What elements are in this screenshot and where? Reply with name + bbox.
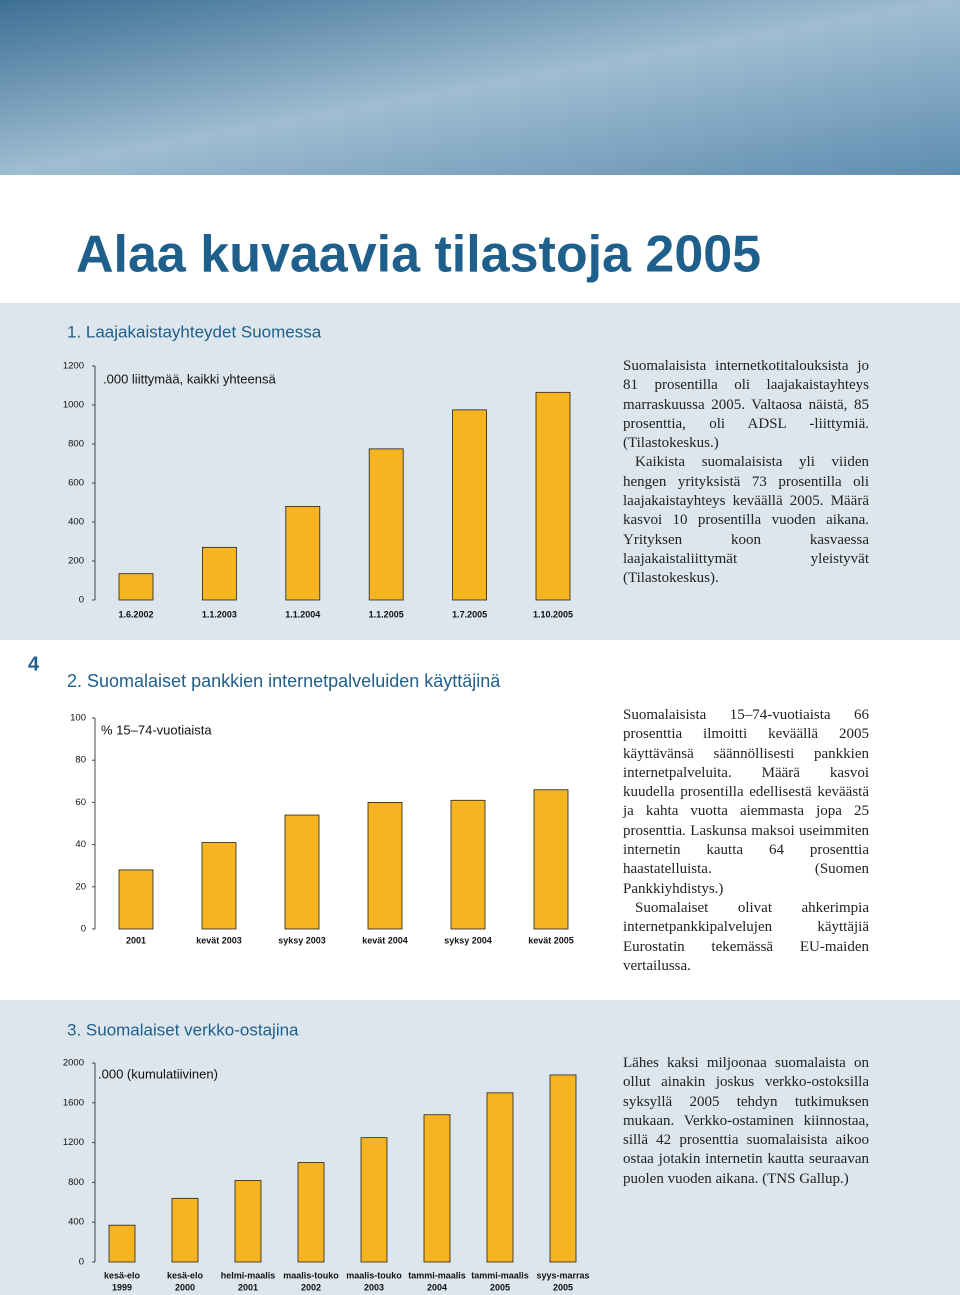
y-tick-label: 2000 xyxy=(63,1058,84,1069)
bar xyxy=(533,789,569,930)
y-tick-label: 200 xyxy=(68,556,84,567)
paragraph: Suomalaisista internetkotitalouksista jo… xyxy=(623,358,869,452)
y-tick-label: 40 xyxy=(75,839,86,850)
x-tick-label: kevät 2003 xyxy=(196,935,242,945)
bar xyxy=(118,573,154,601)
bar xyxy=(201,842,237,930)
x-tick-label: 2004 xyxy=(427,1282,447,1292)
bar xyxy=(367,802,403,930)
bar xyxy=(118,869,154,930)
page-number: 4 xyxy=(28,653,40,675)
paragraph: Suomalaisista 15–74-vuotiaista 66 prosen… xyxy=(623,707,869,897)
x-tick-label: kevät 2004 xyxy=(362,935,408,945)
chart-subtitle: .000 (kumulatiivinen) xyxy=(98,1066,218,1081)
bar xyxy=(486,1092,514,1263)
section-panel xyxy=(0,1000,960,1295)
x-tick-label: 1.7.2005 xyxy=(452,609,487,619)
y-tick-label: 0 xyxy=(81,924,86,935)
chart-title: 1. Laajakaistayhteydet Suomessa xyxy=(67,322,322,341)
y-tick-label: 100 xyxy=(70,713,86,724)
chart-title: 3. Suomalaiset verkko-ostajina xyxy=(67,1020,299,1039)
y-tick-label: 1200 xyxy=(63,1137,84,1148)
bar xyxy=(234,1180,262,1263)
x-tick-label: 2005 xyxy=(490,1282,510,1292)
x-tick-label: 1.6.2002 xyxy=(118,609,153,619)
x-tick-label: 1.1.2004 xyxy=(285,609,320,619)
bar xyxy=(549,1074,577,1263)
y-tick-label: 600 xyxy=(68,478,84,489)
bar xyxy=(284,814,320,930)
x-tick-label: 2002 xyxy=(301,1282,321,1292)
x-tick-label: 2001 xyxy=(238,1282,258,1292)
x-tick-label: 2005 xyxy=(553,1282,573,1292)
x-tick-label: 2003 xyxy=(364,1282,384,1292)
x-tick-label: syys-marras xyxy=(536,1270,589,1280)
bar xyxy=(285,505,321,601)
x-tick-label: 1.1.2005 xyxy=(369,609,404,619)
x-tick-label: helmi-maalis xyxy=(221,1270,276,1280)
chart-title: 2. Suomalaiset pankkien internetpalvelui… xyxy=(67,671,501,691)
chart-subtitle: .000 liittymää, kaikki yhteensä xyxy=(103,371,276,386)
x-tick-label: kesä-elo xyxy=(167,1270,204,1280)
y-tick-label: 80 xyxy=(75,755,86,766)
y-tick-label: 0 xyxy=(79,595,84,606)
chart-subtitle: % 15–74-vuotiaista xyxy=(101,722,212,737)
y-tick-label: 1600 xyxy=(63,1097,84,1108)
text-block: Suomalaisista internetkotitalouksista jo… xyxy=(623,357,869,589)
bar xyxy=(360,1137,388,1263)
y-tick-label: 400 xyxy=(68,517,84,528)
x-tick-label: 1999 xyxy=(112,1282,132,1292)
x-tick-label: maalis-touko xyxy=(346,1270,402,1280)
paragraph: Lähes kaksi miljoonaa suomalaista on oll… xyxy=(623,1055,869,1187)
bar xyxy=(423,1114,451,1263)
y-tick-label: 1200 xyxy=(63,361,84,372)
y-tick-label: 1000 xyxy=(63,400,84,411)
x-tick-label: syksy 2004 xyxy=(444,935,492,945)
x-tick-label: tammi-maalis xyxy=(408,1270,466,1280)
paragraph: Kaikista suomalaisista yli viiden hengen… xyxy=(623,454,869,587)
bar xyxy=(108,1224,136,1263)
x-tick-label: 2001 xyxy=(126,935,146,945)
bar xyxy=(368,448,404,601)
y-tick-label: 20 xyxy=(75,881,86,892)
x-tick-label: 1.1.2003 xyxy=(202,609,237,619)
bar xyxy=(297,1162,325,1263)
header-image xyxy=(0,0,960,175)
x-tick-label: 2000 xyxy=(175,1282,195,1292)
y-tick-label: 800 xyxy=(68,439,84,450)
x-tick-label: kevät 2005 xyxy=(528,935,574,945)
bar xyxy=(452,409,488,601)
x-tick-label: 1.10.2005 xyxy=(533,609,573,619)
bar xyxy=(535,391,571,601)
y-tick-label: 800 xyxy=(68,1177,84,1188)
bar xyxy=(450,799,486,930)
x-tick-label: tammi-maalis xyxy=(471,1270,529,1280)
x-tick-label: maalis-touko xyxy=(283,1270,339,1280)
bar xyxy=(201,546,237,601)
paragraph: Suomalaiset olivat ahkerimpia internetpa… xyxy=(623,899,869,974)
y-tick-label: 400 xyxy=(68,1217,84,1228)
page-title: Alaa kuvaavia tilastoja 2005 xyxy=(76,226,761,284)
text-block: Suomalaisista 15–74-vuotiaista 66 prosen… xyxy=(623,706,869,976)
y-tick-label: 60 xyxy=(75,797,86,808)
x-tick-label: syksy 2003 xyxy=(278,935,326,945)
bar xyxy=(171,1197,199,1263)
x-tick-label: kesä-elo xyxy=(104,1270,141,1280)
y-tick-label: 0 xyxy=(79,1257,84,1268)
text-block: Lähes kaksi miljoonaa suomalaista on oll… xyxy=(623,1054,869,1189)
